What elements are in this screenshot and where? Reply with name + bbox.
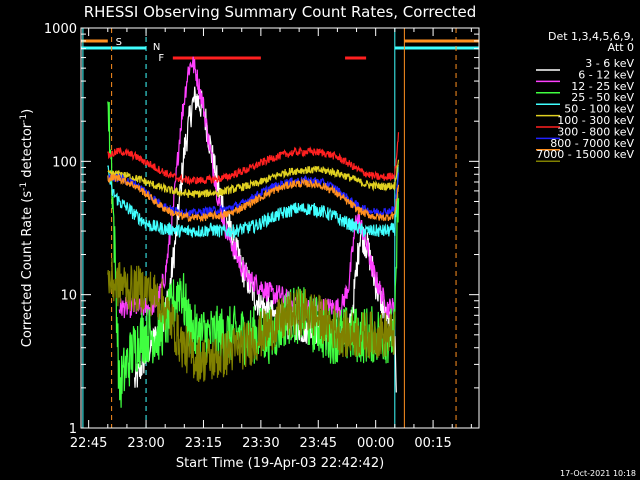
annotation-s: S — [116, 37, 122, 48]
legend-header-detectors: Det 1,3,4,5,6,9, — [548, 30, 634, 43]
annotation-n: N — [153, 42, 160, 53]
annotation-f: F — [158, 53, 164, 64]
data-series — [107, 56, 400, 408]
legend-entry-label-4: 50 - 100 keV — [564, 103, 634, 116]
y-axis-label-part1: Corrected Count Rate (s — [20, 191, 35, 348]
y-tick-label-10: 10 — [60, 289, 77, 304]
series-line-5 — [107, 132, 400, 186]
y-axis-label-part3: ) — [20, 109, 35, 114]
x-axis: 22:45 23:00 23:15 23:30 23:45 00:00 00:15 — [70, 28, 472, 451]
x-tick-label-30: 23:15 — [185, 436, 222, 451]
x-tick-label-60: 23:45 — [300, 436, 337, 451]
legend-entry-label-2: 12 - 25 keV — [571, 80, 634, 93]
y-axis-label-part2: detector — [20, 122, 35, 182]
x-tick-label-45: 23:30 — [242, 436, 279, 451]
series-line-1 — [118, 56, 396, 319]
legend-header-attenuator: Att 0 — [608, 41, 634, 54]
chart-title: RHESSI Observing Summary Count Rates, Co… — [84, 3, 477, 21]
timestamp: 17-Oct-2021 10:18 — [560, 469, 636, 478]
y-axis-label: Corrected Count Rate (s-1 detector-1) — [19, 109, 35, 347]
y-axis-label-sup2: -1 — [19, 114, 29, 123]
series-line-8 — [107, 257, 396, 383]
y-tick-label-1000: 1000 — [44, 22, 77, 37]
legend-entry-label-5: 100 - 300 keV — [557, 114, 634, 127]
x-tick-label-0: 22:45 — [70, 436, 107, 451]
x-tick-label-75: 00:00 — [357, 436, 394, 451]
x-axis-label: Start Time (19-Apr-03 22:42:42) — [176, 456, 384, 471]
legend-entry-label-0: 3 - 6 keV — [585, 57, 634, 70]
y-tick-label-1: 1 — [69, 422, 77, 437]
legend-entry-label-8: 7000 - 15000 keV — [536, 148, 634, 161]
series-line-4 — [107, 159, 400, 198]
legend-entry-label-1: 6 - 12 keV — [578, 68, 634, 81]
annotations: S NF — [116, 37, 165, 64]
legend-entry-label-7: 800 - 7000 keV — [550, 137, 634, 150]
series-line-7 — [107, 173, 400, 223]
y-axis-label-sup1: -1 — [19, 182, 29, 191]
legend-entry-label-3: 25 - 50 keV — [571, 91, 634, 104]
x-tick-label-15: 23:00 — [127, 436, 164, 451]
legend-entry-label-6: 300 - 800 keV — [557, 125, 634, 138]
y-tick-label-100: 100 — [52, 155, 77, 170]
y-axis: 1 10 100 1000 — [44, 22, 479, 437]
x-tick-label-90: 00:15 — [414, 436, 451, 451]
flag-bars — [81, 39, 479, 60]
series-line-3 — [107, 163, 399, 240]
